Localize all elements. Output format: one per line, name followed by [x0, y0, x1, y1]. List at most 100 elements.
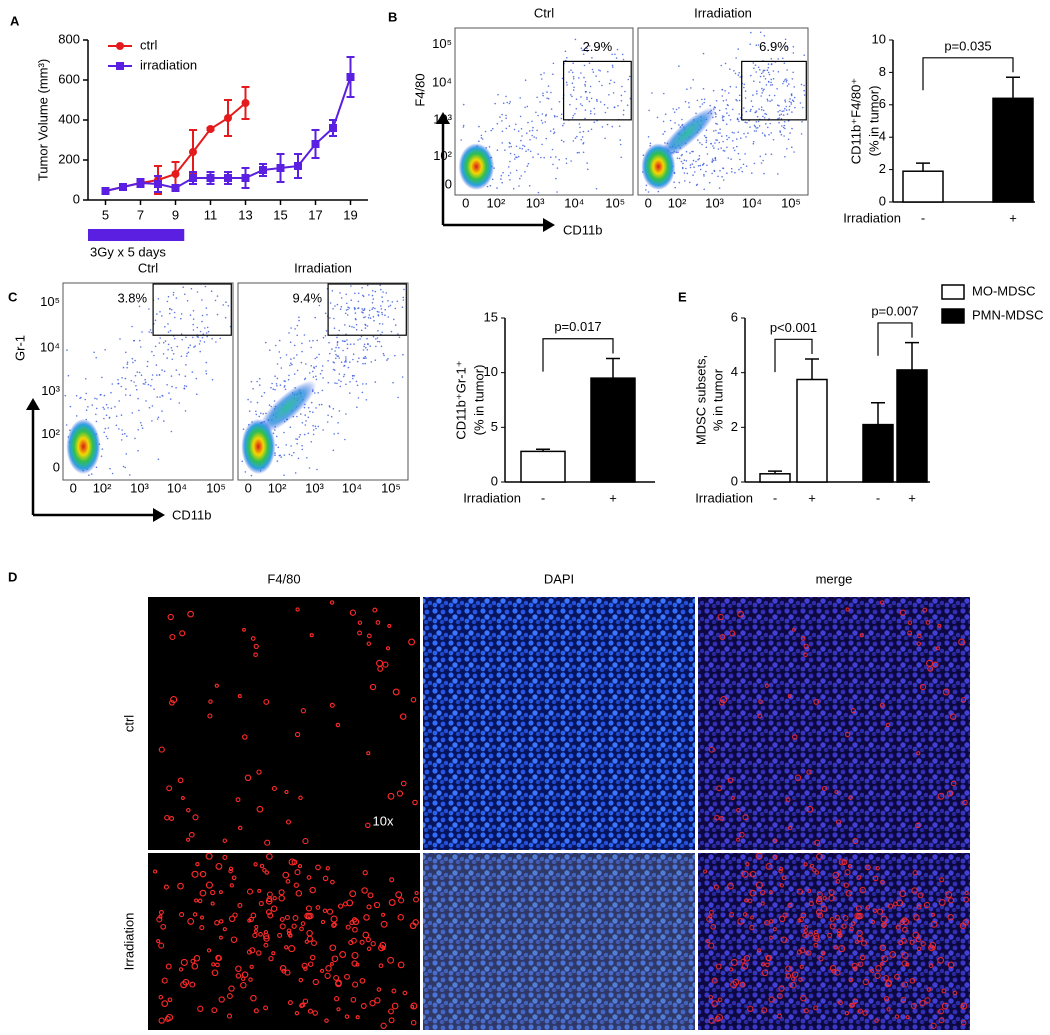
stained-cell: [188, 831, 195, 838]
micrograph-background: [698, 853, 970, 1030]
flow-event: [369, 345, 372, 347]
stained-cell: [920, 941, 926, 947]
flow-event: [337, 422, 339, 424]
stained-cell: [780, 936, 788, 943]
flow-event: [723, 150, 726, 152]
flow-event: [768, 133, 770, 136]
stained-cell: [761, 969, 769, 977]
stained-cell: [740, 958, 746, 964]
flow-event: [95, 466, 98, 469]
flow-event: [752, 142, 755, 145]
flow-event: [159, 396, 161, 398]
flow-event: [521, 135, 523, 137]
point: [206, 174, 215, 182]
flow-event: [771, 84, 774, 86]
flow-event: [752, 62, 755, 64]
flow-event: [356, 406, 358, 409]
flow-event: [589, 112, 592, 115]
flow-event: [730, 158, 732, 160]
flow-event: [784, 107, 786, 110]
flow-event: [599, 101, 602, 103]
flow-event: [205, 332, 208, 334]
flow-event: [194, 345, 196, 347]
stained-cell: [806, 950, 812, 956]
flow-event: [717, 148, 720, 150]
flow-event: [192, 329, 195, 331]
flow-event: [185, 364, 187, 366]
flow-event: [745, 165, 748, 167]
flow-event: [502, 171, 504, 174]
flow-event: [750, 108, 752, 111]
stained-cell: [850, 921, 856, 926]
stained-cell: [262, 868, 267, 873]
stained-cell: [879, 600, 885, 605]
flow-x-tick-label: 10³: [130, 480, 149, 495]
flow-event: [549, 130, 552, 132]
stained-cell: [711, 977, 718, 984]
stained-cell: [380, 1022, 387, 1029]
stained-cell: [179, 912, 185, 918]
stained-cell: [806, 805, 814, 813]
flow-event: [250, 401, 252, 403]
flow-event: [586, 96, 588, 99]
flow-event: [95, 420, 98, 423]
error-bar: [1006, 76, 1020, 99]
stained-cell: [909, 977, 916, 984]
flow-event: [103, 417, 105, 420]
flow-event: [791, 146, 793, 148]
flow-event: [721, 135, 723, 137]
flow-event: [596, 100, 598, 102]
y-tick-label: 600: [58, 71, 80, 86]
flow-event: [755, 111, 757, 113]
stained-cell: [253, 928, 258, 934]
flow-event: [699, 168, 702, 171]
flow-event: [189, 314, 192, 316]
flow-event: [303, 406, 306, 409]
flow-event: [362, 309, 365, 312]
flow-event: [767, 81, 770, 83]
flow-event: [558, 101, 561, 103]
flow-event: [207, 330, 210, 333]
flow-event: [144, 378, 146, 381]
stained-cell: [703, 869, 708, 874]
flow-event: [321, 369, 323, 372]
flow-event: [694, 171, 696, 173]
flow-event: [738, 168, 740, 171]
stained-cell: [737, 610, 744, 618]
flow-event: [763, 35, 766, 37]
stained-cell: [806, 769, 812, 775]
stained-cell: [211, 962, 216, 967]
flow-event: [389, 304, 392, 307]
flow-event: [345, 358, 347, 360]
stained-cell: [240, 981, 247, 989]
stained-cell: [160, 923, 167, 930]
stained-cell: [899, 890, 907, 898]
stained-cell: [180, 958, 188, 966]
flow-event: [612, 66, 614, 68]
flow-event: [167, 343, 170, 346]
flow-event: [362, 362, 364, 365]
stained-cell: [382, 661, 389, 668]
flow-event: [604, 44, 607, 46]
stained-cell: [192, 912, 198, 917]
flow-event: [340, 380, 342, 383]
flow-event: [519, 147, 521, 149]
flow-event: [580, 47, 583, 49]
flow-event: [393, 318, 395, 321]
stained-cell: [910, 1003, 917, 1009]
flow-event: [309, 410, 311, 413]
flow-event: [767, 100, 769, 102]
flow-event: [762, 159, 764, 162]
stained-cell: [880, 915, 888, 923]
flow-event: [764, 78, 767, 80]
flow-event: [606, 107, 609, 109]
flow-event: [296, 415, 298, 418]
flow-x-tick-label: 0: [645, 195, 652, 210]
flow-event: [156, 374, 158, 376]
flow-event: [532, 156, 534, 158]
stained-cell: [896, 899, 904, 907]
flow-event: [192, 310, 195, 312]
flow-event: [201, 320, 203, 323]
flow-event: [682, 162, 684, 165]
stained-cell: [814, 870, 820, 875]
